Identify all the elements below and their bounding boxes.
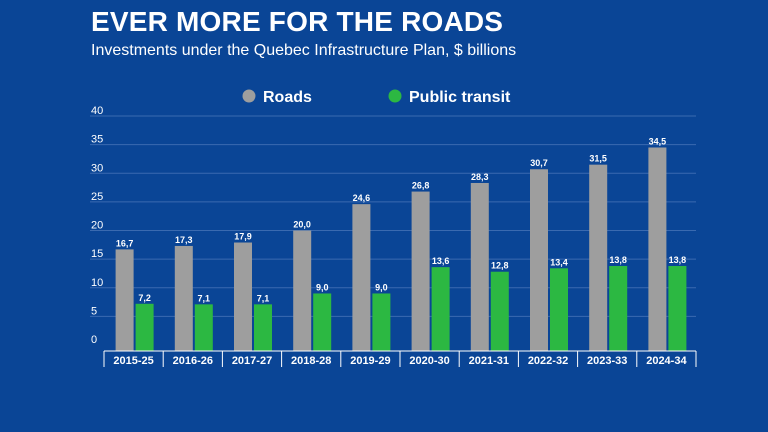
bar-roads — [352, 204, 371, 351]
y-tick-label: 0 — [91, 334, 97, 346]
x-tick-label: 2021-31 — [469, 355, 509, 367]
bar-transit — [254, 304, 272, 351]
bar-transit — [135, 303, 154, 351]
bar-transit — [609, 265, 628, 351]
legend-label-transit: Public transit — [409, 89, 511, 106]
bar-roads — [470, 182, 489, 351]
y-tick-label: 35 — [91, 134, 103, 146]
y-tick-label: 20 — [91, 220, 103, 232]
x-tick-label: 2024-34 — [646, 355, 687, 367]
bar-transit — [372, 293, 391, 351]
data-label-transit: 9,0 — [316, 282, 329, 292]
data-label-roads: 30,7 — [530, 158, 548, 168]
y-tick-label: 5 — [91, 305, 97, 317]
y-tick-label: 10 — [91, 277, 103, 289]
x-tick-label: 2023-33 — [587, 355, 627, 367]
legend: Roads Public transit — [242, 89, 511, 106]
data-label-transit: 12,8 — [491, 261, 509, 271]
legend-label-roads: Roads — [263, 89, 312, 106]
bar-roads — [234, 242, 252, 351]
data-label-roads: 31,5 — [589, 154, 607, 164]
bar-roads — [115, 249, 134, 351]
data-label-transit: 13,4 — [550, 257, 568, 267]
data-label-roads: 28,3 — [471, 172, 489, 182]
data-label-roads: 24,6 — [353, 193, 371, 203]
data-label-transit: 7,1 — [257, 293, 270, 303]
x-tick-label: 2020-30 — [409, 355, 449, 367]
x-axis: 2015-25 2016-26 2017-27 2018-28 2019-29 2020-… — [103, 350, 697, 367]
legend-swatch-transit — [388, 89, 402, 103]
y-tick-label: 15 — [91, 248, 103, 260]
bar-roads — [530, 169, 548, 351]
data-label-roads: 17,3 — [175, 235, 193, 245]
y-tick-label: 30 — [91, 162, 103, 174]
bars: 16,7 7,2 17,3 7,1 17,9 7,1 20,0 9,0 24,6 9,0 26,8 1… — [115, 136, 687, 351]
data-label-transit: 7,1 — [198, 293, 211, 303]
data-label-roads: 20,0 — [293, 220, 311, 230]
bar-transit — [431, 267, 450, 351]
bar-roads — [589, 164, 608, 351]
x-tick-label: 2022-32 — [528, 355, 568, 367]
data-label-roads: 16,7 — [116, 238, 134, 248]
y-axis: 0 5 10 15 20 25 30 35 40 — [91, 105, 103, 346]
data-label-transit: 13,6 — [432, 256, 450, 266]
chart-subtitle: Investments under the Quebec Infrastruct… — [91, 42, 517, 59]
bar-roads — [411, 191, 430, 351]
chart-title: EVER MORE FOR THE ROADS — [91, 6, 504, 37]
bar-transit — [668, 265, 687, 351]
x-tick-label: 2017-27 — [232, 355, 272, 367]
data-label-roads: 17,9 — [234, 232, 252, 242]
data-label-transit: 13,8 — [609, 255, 627, 265]
x-tick-label: 2015-25 — [113, 355, 153, 367]
legend-swatch-roads — [242, 89, 256, 103]
data-label-transit: 13,8 — [669, 255, 687, 265]
data-label-roads: 26,8 — [412, 181, 430, 191]
bar-roads — [174, 245, 193, 351]
x-tick-label: 2016-26 — [173, 355, 213, 367]
data-label-transit: 9,0 — [375, 282, 388, 292]
bar-transit — [194, 304, 213, 351]
x-tick-label: 2018-28 — [291, 355, 331, 367]
bar-roads — [293, 230, 312, 351]
bar-roads — [648, 147, 667, 351]
bar-transit — [490, 271, 509, 351]
x-tick-label: 2019-29 — [350, 355, 390, 367]
y-tick-label: 40 — [91, 105, 103, 117]
y-tick-label: 25 — [91, 191, 103, 203]
bar-transit — [313, 293, 332, 351]
data-label-transit: 7,2 — [138, 293, 151, 303]
bar-transit — [550, 268, 568, 351]
data-label-roads: 34,5 — [649, 136, 667, 146]
